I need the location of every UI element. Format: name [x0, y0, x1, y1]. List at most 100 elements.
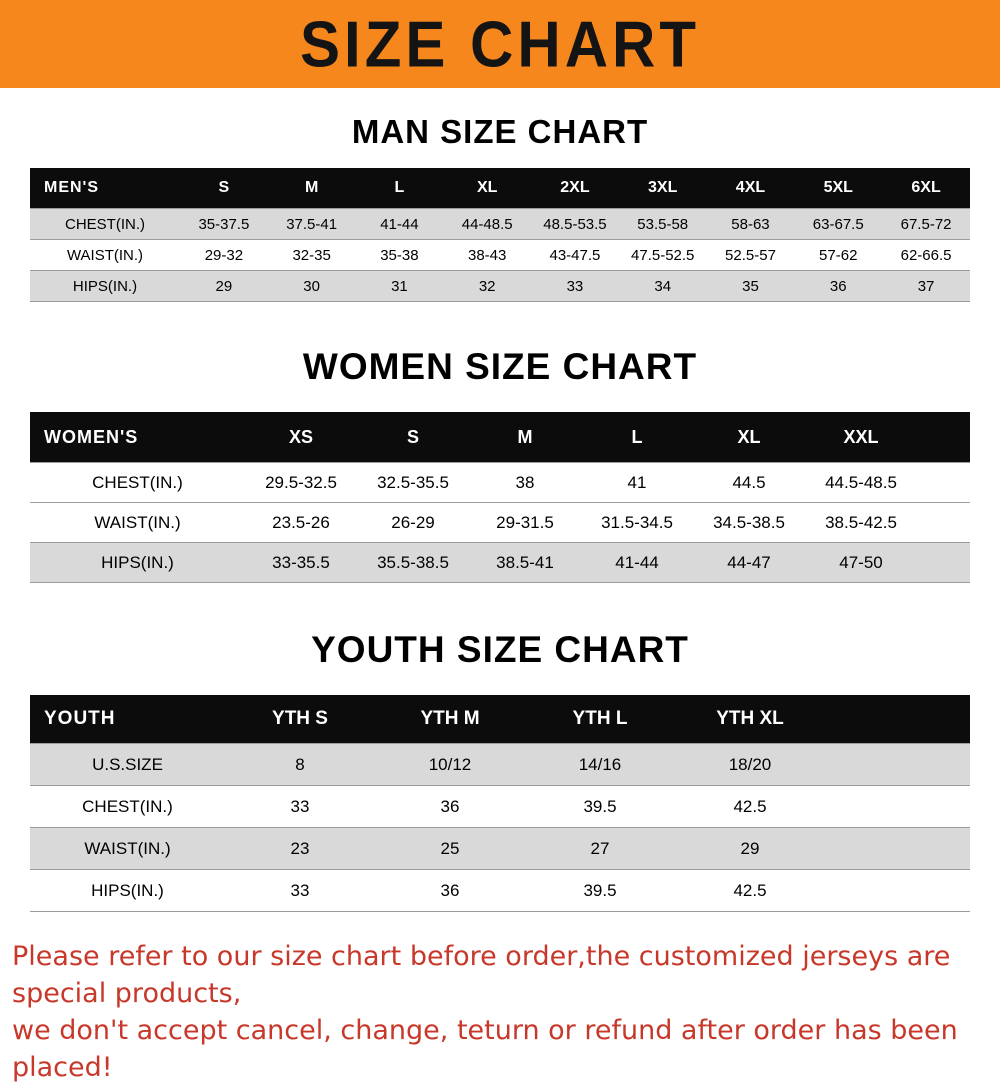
table-cell: 48.5-53.5: [543, 215, 607, 233]
row-label: CHEST(IN.): [82, 796, 173, 816]
table-cell: 44-48.5: [461, 215, 513, 233]
men-header-row: MEN'S S M L XL 2XL 3XL 4XL 5XL 6XL: [30, 168, 970, 209]
table-cell: 44.5-48.5: [825, 472, 897, 492]
table-cell: 67.5-72: [900, 215, 952, 233]
table-cell: 31: [391, 277, 408, 295]
row-label: WAIST(IN.): [94, 512, 181, 532]
spacer-cell: [825, 786, 970, 828]
table-cell: 36: [440, 880, 460, 900]
table-cell: 44.5: [732, 472, 766, 492]
table-row-waist: WAIST(IN.) 23.5-26 26-29 29-31.5 31.5-34…: [30, 502, 970, 543]
column-header: XS: [245, 412, 357, 463]
table-row-us-size: U.S.SIZE 8 10/12 14/16 18/20: [30, 743, 970, 786]
row-label: HIPS(IN.): [91, 880, 164, 900]
table-cell: 42.5: [733, 880, 767, 900]
table-cell: 38-43: [467, 246, 507, 264]
table-cell: 43-47.5: [549, 246, 601, 264]
table-cell: 31.5-34.5: [601, 512, 673, 532]
table-cell: 33-35.5: [272, 552, 330, 572]
women-header-row: WOMEN'S XS S M L XL XXL: [30, 412, 970, 463]
spacer-cell: [917, 463, 970, 503]
table-row-chest: CHEST(IN.) 35-37.5 37.5-41 41-44 44-48.5…: [30, 208, 970, 240]
table-cell: 41-44: [380, 215, 419, 233]
title-banner: SIZE CHART: [0, 0, 1000, 88]
table-cell: 37.5-41: [286, 215, 338, 233]
youth-header-row: YOUTH YTH S YTH M YTH L YTH XL: [30, 695, 970, 744]
column-header: 5XL: [794, 168, 883, 209]
table-cell: 41: [627, 472, 647, 492]
spacer-cell: [917, 412, 970, 463]
table-cell: 33: [290, 880, 310, 900]
table-cell: 35-37.5: [198, 215, 250, 233]
column-header: L: [355, 168, 444, 209]
spacer-cell: [825, 870, 970, 912]
spacer-cell: [825, 695, 970, 744]
table-cell: 14/16: [578, 754, 622, 774]
table-cell: 35-38: [380, 246, 419, 264]
spacer-cell: [825, 744, 970, 786]
table-cell: 23.5-26: [272, 512, 330, 532]
table-cell: 39.5: [583, 880, 617, 900]
women-table-title: WOMEN'S: [30, 412, 245, 463]
row-label: CHEST(IN.): [92, 472, 183, 492]
table-cell: 44-47: [727, 552, 771, 572]
spacer-cell: [917, 543, 970, 583]
men-table-title: MEN'S: [30, 168, 180, 209]
table-cell: 63-67.5: [812, 215, 864, 233]
table-cell: 58-63: [731, 215, 770, 233]
table-row-chest: CHEST(IN.) 29.5-32.5 32.5-35.5 38 41 44.…: [30, 462, 970, 503]
table-cell: 34.5-38.5: [713, 512, 785, 532]
table-cell: 53.5-58: [637, 215, 689, 233]
table-row-hips: HIPS(IN.) 29 30 31 32 33 34 35 36 37: [30, 270, 970, 302]
table-cell: 34: [654, 277, 672, 295]
women-section-heading: WOMEN SIZE CHART: [302, 346, 698, 387]
table-cell: 35: [742, 277, 759, 295]
table-cell: 35.5-38.5: [377, 552, 449, 572]
row-label: WAIST(IN.): [66, 246, 144, 264]
youth-table-title: YOUTH: [30, 695, 225, 744]
footer-note: Please refer to our size chart before or…: [12, 938, 1000, 1086]
table-cell: 47-50: [839, 552, 883, 572]
table-cell: 36: [440, 796, 460, 816]
table-cell: 10/12: [428, 754, 472, 774]
table-cell: 29: [215, 277, 233, 295]
column-header: 3XL: [618, 168, 707, 209]
column-header: 4XL: [706, 168, 795, 209]
table-cell: 29-32: [204, 246, 244, 264]
row-label: HIPS(IN.): [101, 552, 174, 572]
footer-line-2: we don't accept cancel, change, teturn o…: [12, 1015, 958, 1083]
column-header: M: [469, 412, 581, 463]
column-header: 6XL: [882, 168, 970, 209]
table-cell: 62-66.5: [900, 246, 952, 264]
table-cell: 8: [295, 754, 305, 774]
table-cell: 32: [478, 277, 496, 295]
row-label: HIPS(IN.): [72, 277, 138, 295]
column-header: YTH L: [525, 695, 675, 744]
table-cell: 37: [917, 277, 935, 295]
table-cell: 38.5-42.5: [825, 512, 897, 532]
footer-line-1: Please refer to our size chart before or…: [12, 941, 951, 1009]
row-label: CHEST(IN.): [65, 215, 145, 233]
table-cell: 25: [440, 838, 460, 858]
youth-section-heading: YOUTH SIZE CHART: [311, 629, 689, 670]
table-cell: 29: [740, 838, 760, 858]
column-header: XXL: [805, 412, 917, 463]
spacer-cell: [917, 503, 970, 543]
table-cell: 29.5-32.5: [265, 472, 337, 492]
table-cell: 33: [566, 277, 584, 295]
column-header: S: [357, 412, 469, 463]
table-cell: 52.5-57: [725, 246, 776, 264]
page-title: SIZE CHART: [300, 7, 700, 81]
column-header: YTH M: [375, 695, 525, 744]
table-row-waist: WAIST(IN.) 23 25 27 29: [30, 827, 970, 870]
table-cell: 30: [303, 277, 320, 295]
table-cell: 32.5-35.5: [377, 472, 449, 492]
column-header: S: [180, 168, 268, 209]
men-size-table: MEN'S S M L XL 2XL 3XL 4XL 5XL 6XL CHEST…: [30, 168, 970, 302]
table-cell: 36: [829, 277, 847, 295]
column-header: XL: [693, 412, 805, 463]
table-cell: 33: [290, 796, 310, 816]
column-header: YTH XL: [675, 695, 825, 744]
row-label: U.S.SIZE: [92, 754, 163, 774]
table-cell: 23: [290, 838, 310, 858]
